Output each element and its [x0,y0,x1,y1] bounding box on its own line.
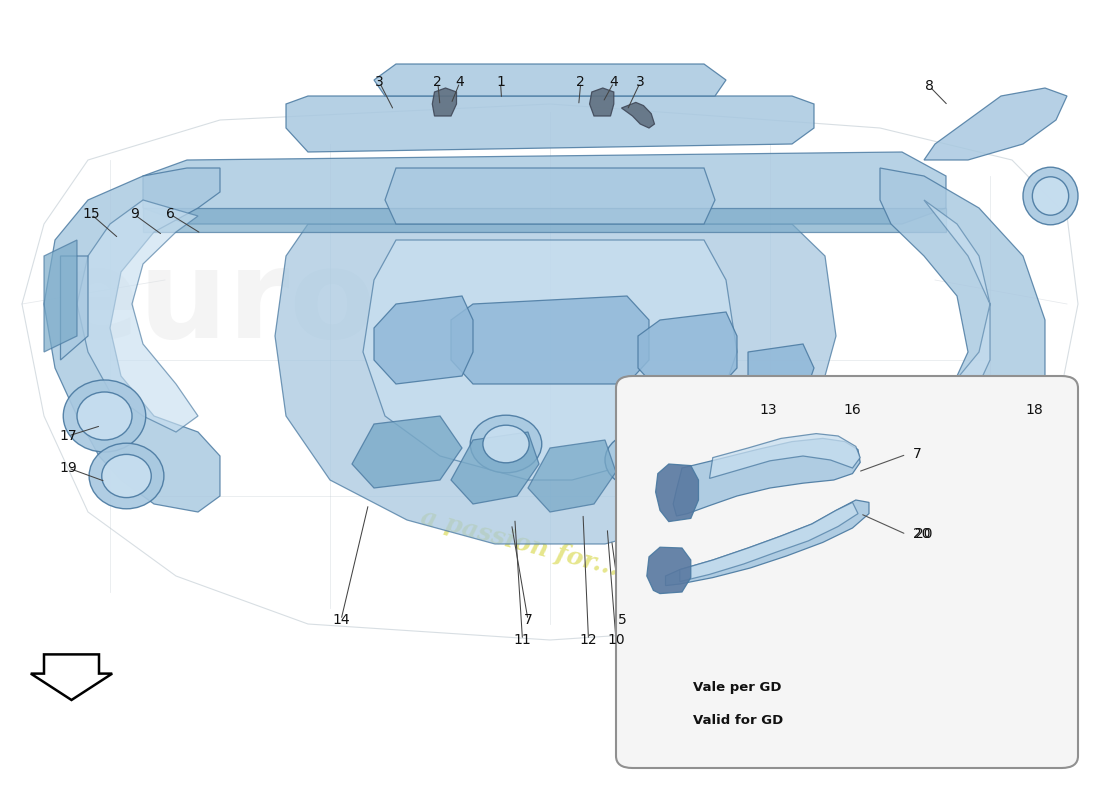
Ellipse shape [962,382,1040,450]
Polygon shape [673,438,860,516]
Polygon shape [451,296,649,384]
Text: 1: 1 [496,75,505,90]
Ellipse shape [101,454,152,498]
Polygon shape [286,96,814,152]
Text: 10: 10 [607,633,625,647]
Polygon shape [374,296,473,384]
Ellipse shape [471,415,541,473]
Polygon shape [31,654,112,700]
Text: 17: 17 [59,429,77,443]
Text: 18: 18 [1025,402,1043,417]
Polygon shape [352,416,462,488]
Text: 3: 3 [375,75,384,90]
Text: 14: 14 [332,613,350,627]
Text: 19: 19 [59,461,77,475]
Polygon shape [44,168,220,512]
Text: 13: 13 [759,402,777,417]
Text: 3: 3 [636,75,645,90]
Text: euro: euro [55,243,376,365]
Text: 7: 7 [913,447,922,462]
Text: 15: 15 [82,207,100,222]
Text: 16: 16 [844,402,861,417]
Polygon shape [924,88,1067,160]
Polygon shape [451,432,539,504]
Polygon shape [891,200,990,464]
Polygon shape [880,168,1045,512]
Text: 2: 2 [433,75,442,90]
Text: 20: 20 [913,527,931,542]
Text: 4: 4 [609,75,618,90]
Polygon shape [77,200,198,432]
Text: 6: 6 [166,207,175,222]
Text: 7: 7 [524,613,532,627]
Text: 12: 12 [580,633,597,647]
Ellipse shape [77,392,132,440]
Ellipse shape [933,448,1003,512]
Polygon shape [590,88,614,116]
Text: 11: 11 [514,633,531,647]
FancyBboxPatch shape [616,376,1078,768]
Ellipse shape [605,433,671,487]
Ellipse shape [89,443,164,509]
Text: 8: 8 [925,79,934,94]
Polygon shape [374,64,726,96]
Text: 2: 2 [576,75,585,90]
Polygon shape [666,500,869,586]
Polygon shape [385,168,715,224]
Polygon shape [143,208,946,232]
Text: 4: 4 [455,75,464,90]
Ellipse shape [1023,167,1078,225]
Polygon shape [680,502,858,582]
Text: a passion for...: a passion for... [418,505,622,581]
Polygon shape [60,256,88,360]
Polygon shape [638,312,737,392]
Polygon shape [748,344,814,408]
Ellipse shape [976,394,1026,438]
Polygon shape [710,434,860,478]
Ellipse shape [64,380,145,452]
Text: 20: 20 [915,527,933,542]
Ellipse shape [1032,177,1069,215]
Polygon shape [363,240,737,480]
Ellipse shape [483,426,529,462]
Polygon shape [143,152,946,224]
Polygon shape [44,240,77,352]
Ellipse shape [616,442,660,478]
Text: 9: 9 [130,207,139,222]
Text: Vale per GD: Vale per GD [693,682,781,694]
Text: 5: 5 [618,613,627,627]
Polygon shape [275,224,836,544]
Polygon shape [528,440,616,512]
Text: Valid for GD: Valid for GD [693,714,783,726]
Polygon shape [647,547,691,594]
Polygon shape [432,88,456,116]
Ellipse shape [944,459,992,501]
Polygon shape [656,464,699,522]
Polygon shape [621,102,654,128]
